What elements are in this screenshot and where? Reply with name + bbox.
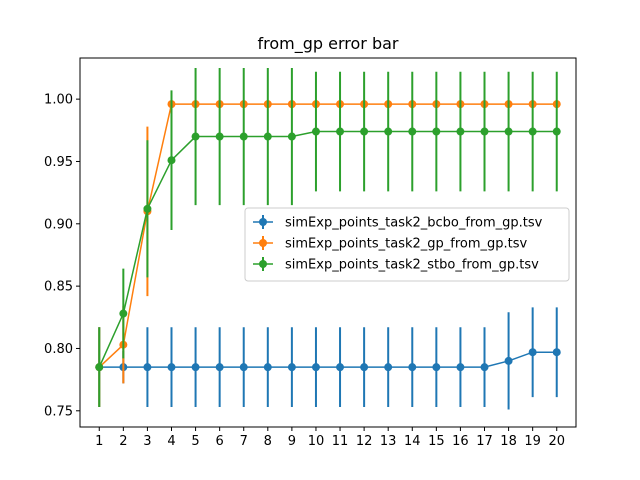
x-tick-label: 20 [548, 434, 565, 449]
data-point [143, 204, 152, 213]
x-tick-label: 16 [452, 434, 469, 449]
y-tick-label: 1.00 [44, 93, 73, 108]
data-point [215, 363, 224, 372]
data-point [191, 363, 200, 372]
data-point [360, 127, 369, 136]
x-tick-label: 9 [288, 434, 296, 449]
x-tick-label: 7 [240, 434, 248, 449]
series-1 [95, 307, 561, 410]
x-tick-label: 4 [167, 434, 175, 449]
data-point [336, 127, 345, 136]
y-axis: 0.75 0.80 0.85 0.90 0.95 1.00 [44, 93, 80, 419]
data-point [143, 363, 152, 372]
data-point [432, 127, 441, 136]
series-line [98, 130, 557, 368]
data-point [552, 348, 561, 357]
legend-label: simExp_points_task2_gp_from_gp.tsv [285, 237, 528, 252]
x-tick-label: 13 [380, 434, 397, 449]
legend-label: simExp_points_task2_bcbo_from_gp.tsv [285, 216, 543, 231]
legend-item: simExp_points_task2_gp_from_gp.tsv [253, 236, 528, 252]
data-point [552, 127, 561, 136]
x-tick-label: 5 [191, 434, 199, 449]
axes-frame [79, 57, 577, 428]
data-point [263, 363, 272, 372]
x-tick-label: 2 [119, 434, 127, 449]
y-tick-label: 0.90 [44, 217, 73, 232]
legend-marker [259, 218, 267, 226]
data-point [311, 363, 320, 372]
data-point [456, 363, 465, 372]
data-point [480, 127, 489, 136]
data-point [504, 127, 513, 136]
data-point [287, 132, 296, 141]
data-point [408, 127, 417, 136]
data-point [480, 363, 489, 372]
data-point [167, 156, 176, 165]
x-tick-label: 1 [95, 434, 103, 449]
y-tick-label: 0.80 [44, 342, 73, 357]
data-point [528, 127, 537, 136]
data-point [528, 348, 537, 357]
data-point [432, 363, 441, 372]
legend-item: simExp_points_task2_stbo_from_gp.tsv [253, 257, 539, 273]
x-tick-label: 6 [216, 434, 224, 449]
x-tick-label: 11 [332, 434, 349, 449]
plot-area [95, 67, 561, 410]
legend-frame [244, 207, 570, 282]
x-tick-label: 15 [428, 434, 445, 449]
data-point [191, 132, 200, 141]
series-3 [95, 67, 561, 408]
legend-item: simExp_points_task2_bcbo_from_gp.tsv [253, 215, 543, 231]
data-point [95, 363, 104, 372]
data-point [504, 356, 513, 365]
x-tick-label: 14 [404, 434, 421, 449]
x-tick-label: 8 [264, 434, 272, 449]
data-point [408, 363, 417, 372]
data-point [239, 363, 248, 372]
y-tick-label: 0.75 [44, 404, 73, 419]
x-tick-label: 19 [524, 434, 541, 449]
series-line [98, 103, 557, 368]
series-line [99, 351, 557, 368]
legend-label: simExp_points_task2_stbo_from_gp.tsv [285, 258, 539, 273]
data-point [311, 127, 320, 136]
data-point [215, 132, 224, 141]
data-point [287, 363, 296, 372]
x-tick-label: 3 [143, 434, 151, 449]
y-tick-label: 0.95 [44, 155, 73, 170]
data-point [263, 132, 272, 141]
x-axis: 1 2 3 4 5 6 7 8 9 10 11 12 13 14 15 16 17 18 19 20 [95, 427, 565, 449]
data-point [119, 309, 128, 318]
data-point [336, 363, 345, 372]
data-point [360, 363, 369, 372]
x-tick-label: 12 [356, 434, 373, 449]
data-point [384, 127, 393, 136]
data-point [384, 363, 393, 372]
legend-marker [259, 260, 267, 268]
legend-marker [259, 239, 267, 247]
x-tick-label: 10 [308, 434, 325, 449]
legend: simExp_points_task2_bcbo_from_gp.tsv simE… [244, 207, 570, 282]
data-point [239, 132, 248, 141]
data-point [456, 127, 465, 136]
y-tick-label: 0.85 [44, 280, 73, 295]
x-tick-label: 18 [500, 434, 517, 449]
x-tick-label: 17 [476, 434, 493, 449]
data-point [167, 363, 176, 372]
chart-title: from_gp error bar [258, 34, 399, 54]
